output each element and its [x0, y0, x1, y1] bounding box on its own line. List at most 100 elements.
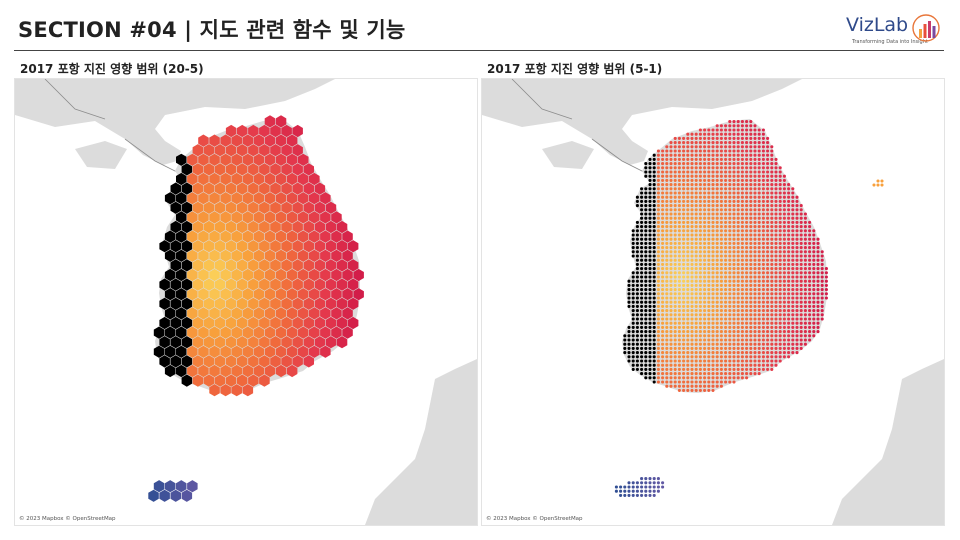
density-dot[interactable] — [728, 254, 732, 258]
density-dot[interactable] — [766, 254, 770, 258]
density-dot[interactable] — [635, 246, 639, 250]
density-dot[interactable] — [803, 296, 807, 300]
density-dot[interactable] — [749, 271, 753, 275]
density-dot[interactable] — [686, 292, 690, 296]
density-dot[interactable] — [816, 313, 820, 317]
density-dot[interactable] — [715, 267, 719, 271]
density-dot[interactable] — [648, 157, 652, 161]
density-dot[interactable] — [686, 233, 690, 237]
density-dot[interactable] — [665, 317, 669, 321]
density-dot[interactable] — [631, 271, 635, 275]
density-dot[interactable] — [644, 262, 648, 266]
hex-bin[interactable] — [209, 307, 220, 320]
density-dot[interactable] — [635, 283, 639, 287]
hex-bin[interactable] — [187, 268, 198, 282]
density-dot[interactable] — [757, 162, 761, 166]
density-dot[interactable] — [652, 367, 656, 371]
density-dot[interactable] — [698, 359, 702, 363]
density-dot[interactable] — [740, 309, 744, 313]
density-dot[interactable] — [761, 351, 765, 355]
density-dot[interactable] — [757, 363, 761, 367]
density-dot[interactable] — [690, 208, 694, 212]
density-dot[interactable] — [640, 199, 644, 203]
density-dot[interactable] — [686, 283, 690, 287]
density-dot[interactable] — [661, 351, 665, 355]
density-dot[interactable] — [694, 145, 698, 149]
density-dot[interactable] — [652, 174, 656, 178]
density-dot[interactable] — [665, 325, 669, 329]
density-dot[interactable] — [766, 262, 770, 266]
density-dot[interactable] — [690, 233, 694, 237]
density-dot[interactable] — [740, 304, 744, 308]
hex-bin[interactable] — [220, 288, 231, 301]
density-dot[interactable] — [715, 342, 719, 346]
hex-bin[interactable] — [203, 316, 215, 330]
density-dot[interactable] — [757, 296, 761, 300]
density-dot[interactable] — [686, 229, 690, 233]
density-dot[interactable] — [740, 376, 744, 380]
density-dot[interactable] — [736, 271, 740, 275]
density-dot[interactable] — [682, 300, 686, 304]
density-dot[interactable] — [677, 136, 681, 140]
density-dot[interactable] — [770, 250, 774, 254]
density-dot[interactable] — [648, 325, 652, 329]
density-dot[interactable] — [682, 376, 686, 380]
density-dot[interactable] — [761, 309, 765, 313]
density-dot[interactable] — [719, 241, 723, 245]
density-dot[interactable] — [757, 292, 761, 296]
density-dot[interactable] — [635, 346, 639, 350]
hex-bin[interactable] — [303, 336, 315, 349]
density-dot[interactable] — [740, 170, 744, 174]
density-dot[interactable] — [677, 351, 681, 355]
density-dot[interactable] — [787, 241, 791, 245]
density-dot[interactable] — [724, 288, 728, 292]
density-dot[interactable] — [774, 338, 778, 342]
density-dot[interactable] — [644, 477, 648, 481]
density-dot[interactable] — [661, 187, 665, 191]
density-dot[interactable] — [766, 191, 770, 195]
density-dot[interactable] — [698, 136, 702, 140]
density-dot[interactable] — [724, 199, 728, 203]
density-dot[interactable] — [787, 355, 791, 359]
density-dot[interactable] — [640, 233, 644, 237]
density-dot[interactable] — [749, 170, 753, 174]
density-dot[interactable] — [631, 304, 635, 308]
density-dot[interactable] — [740, 283, 744, 287]
density-dot[interactable] — [677, 250, 681, 254]
density-dot[interactable] — [753, 300, 757, 304]
density-dot[interactable] — [682, 355, 686, 359]
density-dot[interactable] — [669, 275, 673, 279]
density-dot[interactable] — [682, 162, 686, 166]
density-dot[interactable] — [791, 191, 795, 195]
density-dot[interactable] — [682, 309, 686, 313]
density-dot[interactable] — [686, 157, 690, 161]
density-dot[interactable] — [724, 271, 728, 275]
density-dot[interactable] — [757, 338, 761, 342]
density-dot[interactable] — [648, 275, 652, 279]
density-dot[interactable] — [766, 355, 770, 359]
density-dot[interactable] — [749, 359, 753, 363]
density-dot[interactable] — [648, 166, 652, 170]
hex-bin[interactable] — [231, 268, 242, 282]
density-dot[interactable] — [711, 262, 715, 266]
density-dot[interactable] — [707, 216, 711, 220]
density-dot[interactable] — [698, 267, 702, 271]
density-dot[interactable] — [661, 267, 665, 271]
density-dot[interactable] — [694, 275, 698, 279]
density-dot[interactable] — [690, 283, 694, 287]
density-dot[interactable] — [812, 321, 816, 325]
density-dot[interactable] — [694, 363, 698, 367]
density-dot[interactable] — [698, 304, 702, 308]
hex-bin[interactable] — [220, 249, 231, 262]
density-dot[interactable] — [673, 157, 677, 161]
density-dot[interactable] — [724, 149, 728, 153]
density-dot[interactable] — [682, 225, 686, 229]
density-dot[interactable] — [766, 153, 770, 157]
hex-bin[interactable] — [181, 163, 193, 176]
density-dot[interactable] — [728, 296, 732, 300]
density-dot[interactable] — [791, 283, 795, 287]
density-dot[interactable] — [808, 267, 812, 271]
hex-bin[interactable] — [220, 364, 231, 378]
density-dot[interactable] — [631, 330, 635, 334]
density-dot[interactable] — [673, 321, 677, 325]
